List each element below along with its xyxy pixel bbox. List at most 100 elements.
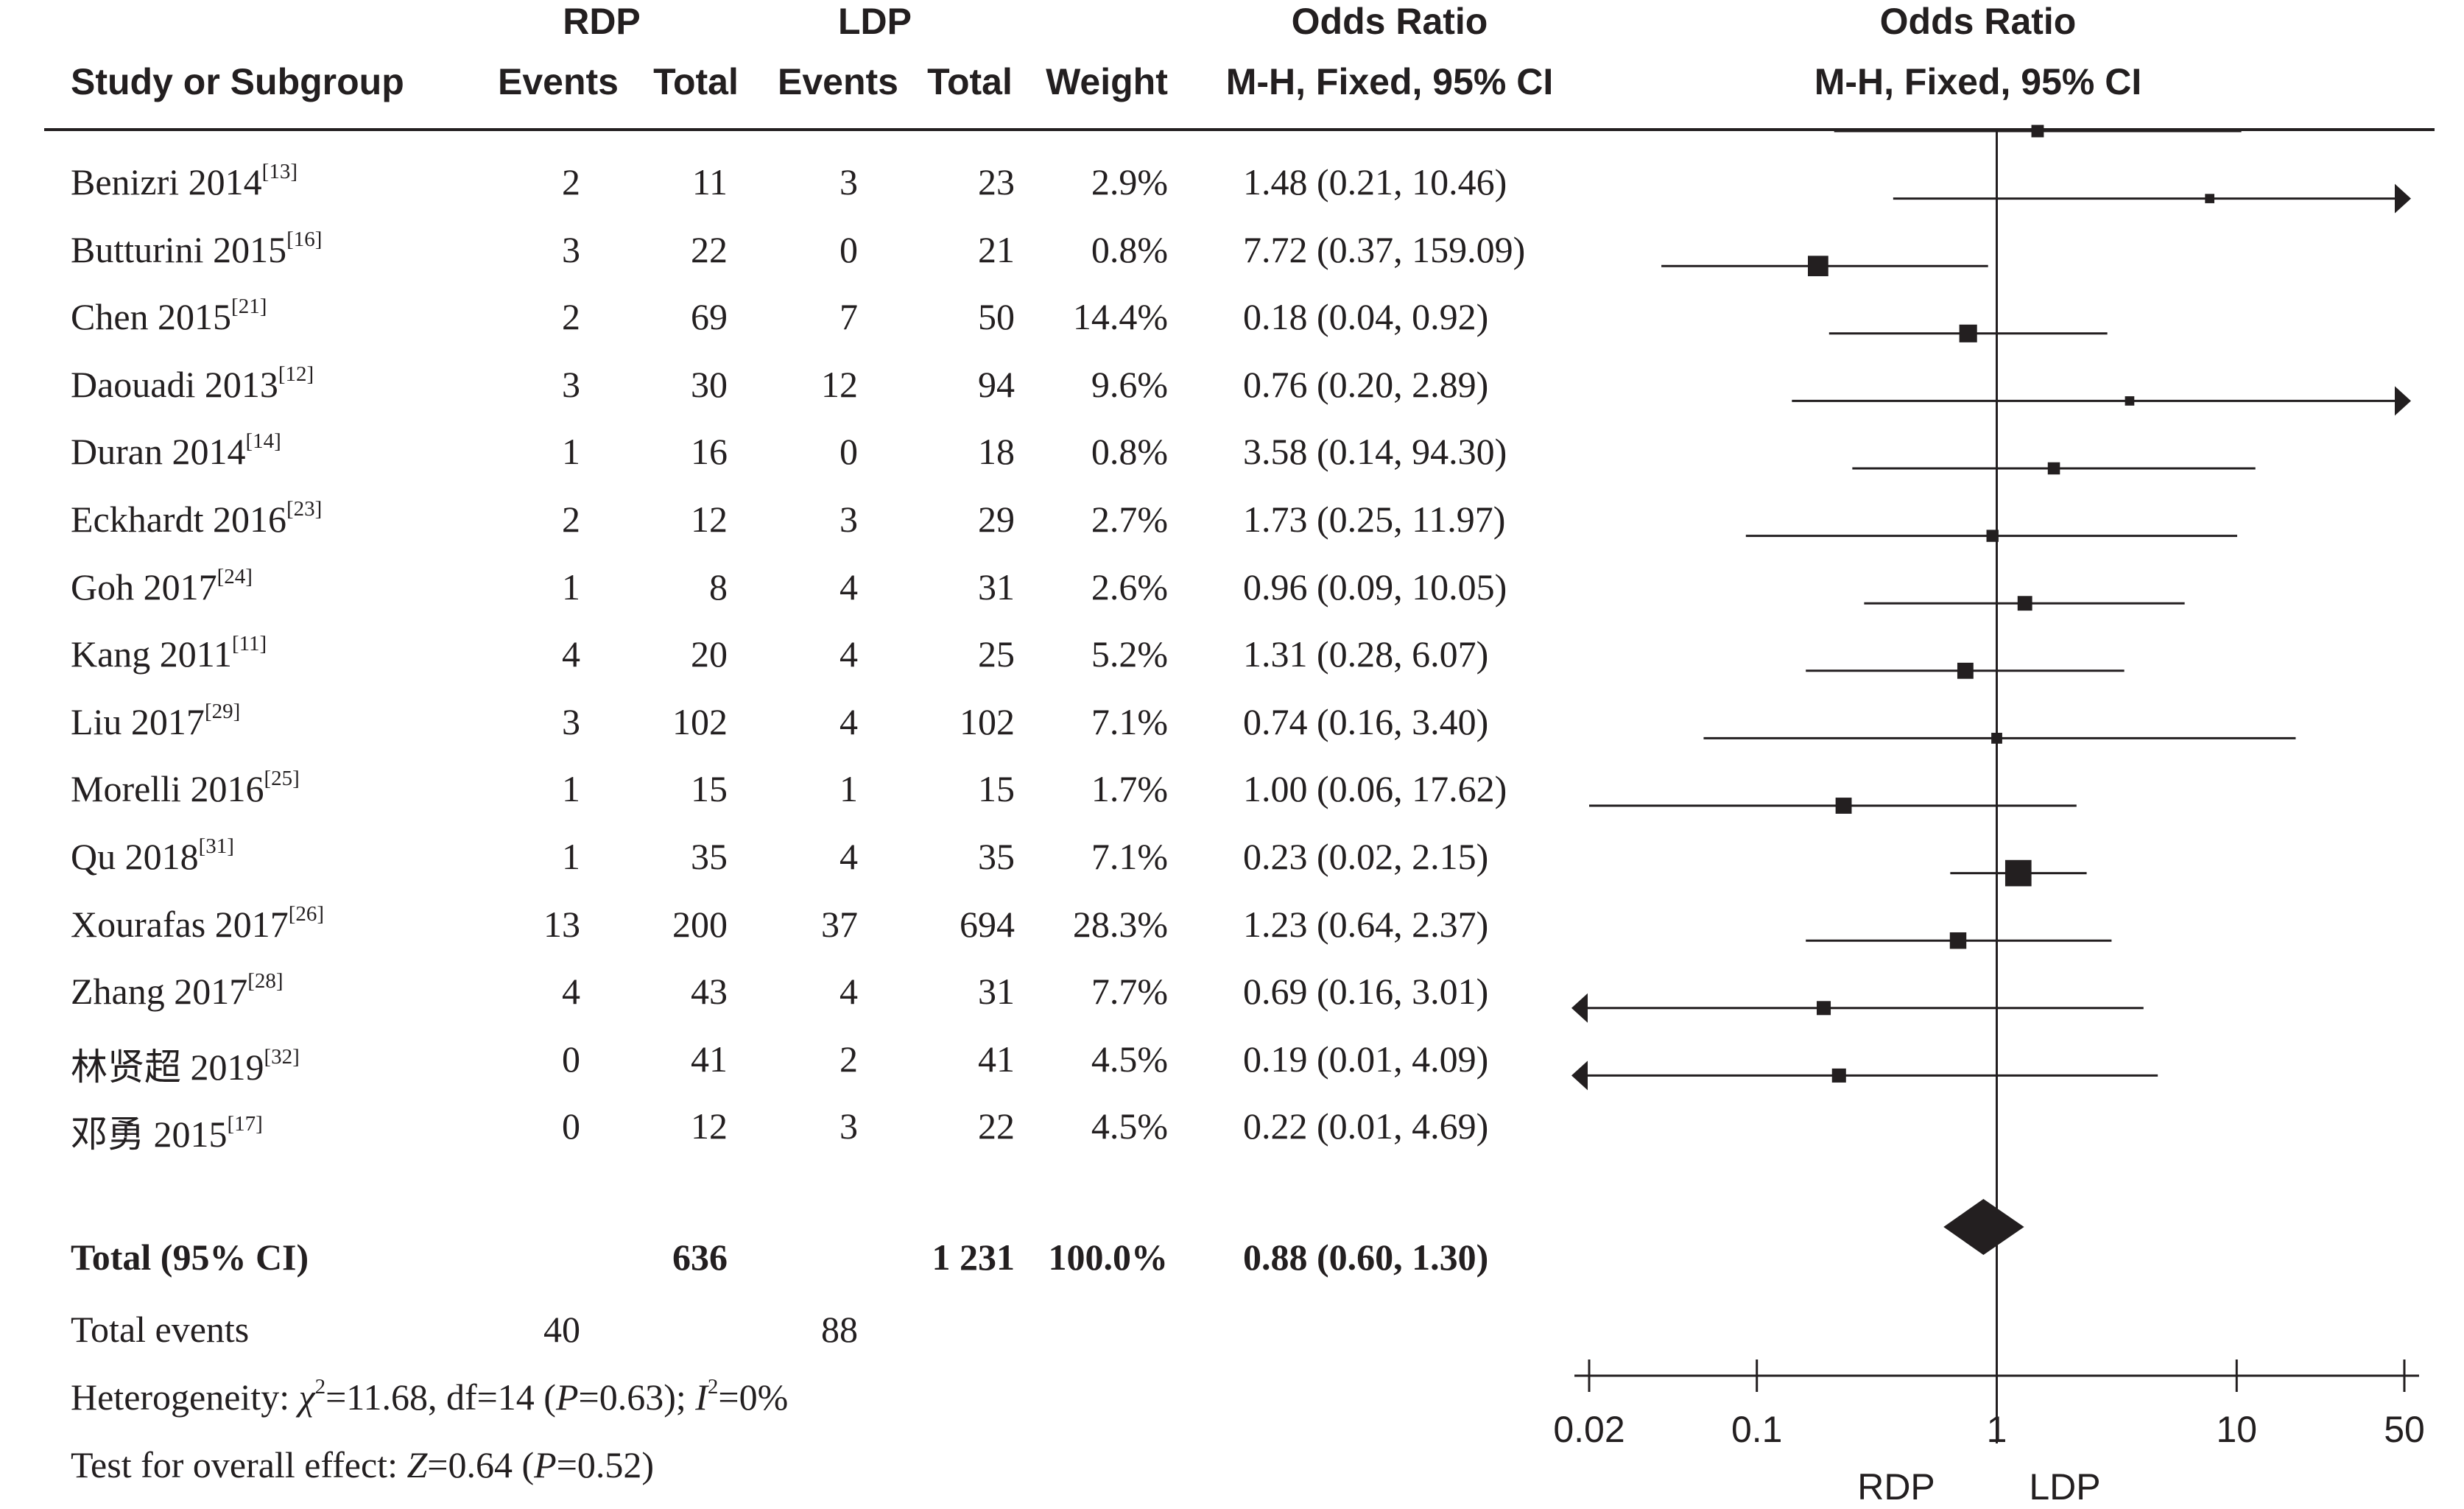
ldp-events-cell: 3 — [839, 161, 858, 203]
or-ci-cell: 3.58 (0.14, 94.30) — [1243, 431, 1507, 473]
ldp-total-cell: 25 — [978, 633, 1015, 675]
or-method-header: M-H, Fixed, 95% CI — [1225, 61, 1554, 102]
ldp-events-cell: 4 — [839, 633, 858, 675]
ldp-total-cell: 102 — [960, 700, 1015, 742]
total-label: Total (95% CI) — [71, 1237, 309, 1278]
rdp-events-cell: 4 — [562, 633, 580, 675]
ldp-events-cell: 1 — [839, 768, 858, 810]
study-name: Duran 2014[14] — [71, 429, 281, 473]
or-ci-cell: 1.23 (0.64, 2.37) — [1243, 903, 1489, 945]
summary-diamond — [1943, 1199, 2024, 1255]
study-name: Goh 2017[24] — [71, 564, 253, 608]
or-ci-cell: 0.19 (0.01, 4.09) — [1243, 1038, 1489, 1080]
or-ci-cell: 1.48 (0.21, 10.46) — [1243, 161, 1507, 203]
study-name: Qu 2018[31] — [71, 834, 234, 877]
ldp-events-cell: 12 — [821, 363, 858, 405]
favours-rdp-label: RDP — [1857, 1466, 1935, 1508]
or-ci-cell: 1.31 (0.28, 6.07) — [1243, 633, 1489, 675]
or-ci-cell: 0.69 (0.16, 3.01) — [1243, 971, 1489, 1013]
rdp-events-header: Events — [498, 61, 619, 102]
ldp-total-cell: 21 — [978, 228, 1015, 270]
rdp-events-cell: 3 — [562, 363, 580, 405]
point-estimate — [1949, 932, 1967, 949]
rdp-events-cell: 1 — [562, 566, 580, 608]
weight-header: Weight — [1046, 61, 1168, 102]
ldp-events-cell: 4 — [839, 700, 858, 742]
heterogeneity-line: Heterogeneity: χ2=11.68, df=14 (P=0.63);… — [71, 1375, 789, 1418]
study-name: Liu 2017[29] — [71, 699, 241, 742]
weight-cell: 4.5% — [1091, 1105, 1168, 1147]
total-weight: 100.0% — [1048, 1237, 1169, 1278]
rdp-events-cell: 2 — [562, 161, 580, 203]
ldp-total-cell: 15 — [978, 768, 1015, 810]
total-ldp-n: 1 231 — [932, 1237, 1015, 1278]
rdp-total-cell: 69 — [691, 296, 728, 338]
weight-cell: 1.7% — [1091, 768, 1168, 810]
or-column-title: Odds Ratio — [1291, 1, 1488, 42]
tick-label: 0.1 — [1731, 1409, 1783, 1450]
study-name: 邓勇 2015[17] — [71, 1112, 263, 1156]
study-name: Butturini 2015[16] — [71, 227, 323, 270]
point-estimate — [1986, 530, 1999, 542]
point-estimate — [2047, 462, 2060, 475]
study-name: Morelli 2016[25] — [71, 767, 300, 810]
or-ci-cell: 0.22 (0.01, 4.69) — [1243, 1105, 1489, 1147]
ldp-total-cell: 41 — [978, 1038, 1015, 1080]
ldp-events-cell: 0 — [839, 431, 858, 473]
or-ci-cell: 0.18 (0.04, 0.92) — [1243, 296, 1489, 338]
ldp-total-cell: 18 — [978, 431, 1015, 473]
point-estimate — [2125, 396, 2135, 406]
weight-cell: 2.7% — [1091, 499, 1168, 540]
study-name: Daouadi 2013[12] — [71, 362, 314, 405]
tick-label: 10 — [2216, 1409, 2258, 1450]
study-name: Xourafas 2017[26] — [71, 901, 325, 945]
ci-arrow-left — [1571, 993, 1588, 1023]
point-estimate — [1808, 256, 1828, 277]
rdp-events-cell: 3 — [562, 228, 580, 270]
total-rdp-n: 636 — [672, 1237, 728, 1278]
ldp-total-header: Total — [927, 61, 1013, 102]
rdp-total-cell: 12 — [691, 1105, 728, 1147]
weight-cell: 0.8% — [1091, 431, 1168, 473]
rdp-total-cell: 102 — [672, 700, 728, 742]
ldp-events-header: Events — [778, 61, 898, 102]
ldp-events-cell: 3 — [839, 499, 858, 540]
ldp-events-cell: 37 — [821, 903, 858, 945]
total-events-label: Total events — [71, 1309, 250, 1350]
weight-cell: 9.6% — [1091, 363, 1168, 405]
rdp-total-cell: 8 — [709, 566, 728, 608]
or-ci-cell: 0.96 (0.09, 10.05) — [1243, 566, 1507, 608]
ldp-total-cell: 50 — [978, 296, 1015, 338]
point-estimate — [2004, 859, 2032, 887]
rdp-events-cell: 1 — [562, 836, 580, 877]
study-name: 林贤超 2019[32] — [71, 1044, 300, 1088]
tick-label: 0.02 — [1553, 1409, 1625, 1450]
rdp-events-cell: 0 — [562, 1105, 580, 1147]
ldp-events-cell: 4 — [839, 836, 858, 877]
ldp-total-cell: 694 — [960, 903, 1015, 945]
weight-cell: 14.4% — [1072, 296, 1168, 338]
overall-effect-line: Test for overall effect: Z=0.64 (P=0.52) — [71, 1444, 655, 1485]
rdp-events-cell: 3 — [562, 700, 580, 742]
rdp-group-header: RDP — [563, 1, 641, 42]
rdp-events-cell: 13 — [543, 903, 580, 945]
study-name: Benizri 2014[13] — [71, 160, 298, 203]
favours-ldp-label: LDP — [2029, 1466, 2101, 1508]
rdp-total-cell: 11 — [691, 161, 728, 203]
point-estimate — [2031, 124, 2044, 138]
weight-cell: 2.6% — [1091, 566, 1168, 608]
or-ci-cell: 7.72 (0.37, 159.09) — [1243, 228, 1526, 270]
ldp-total-cell: 31 — [978, 971, 1015, 1013]
rdp-total-cell: 43 — [691, 971, 728, 1013]
ldp-events-cell: 0 — [839, 228, 858, 270]
study-name: Eckhardt 2016[23] — [71, 497, 323, 540]
ldp-group-header: LDP — [838, 1, 912, 42]
or-ci-cell: 0.76 (0.20, 2.89) — [1243, 363, 1489, 405]
point-estimate — [2205, 194, 2214, 203]
ldp-events-cell: 4 — [839, 566, 858, 608]
point-estimate — [2017, 596, 2032, 611]
weight-cell: 0.8% — [1091, 228, 1168, 270]
ci-arrow-right — [2395, 183, 2411, 214]
weight-cell: 2.9% — [1091, 161, 1168, 203]
study-name: Chen 2015[21] — [71, 295, 267, 338]
